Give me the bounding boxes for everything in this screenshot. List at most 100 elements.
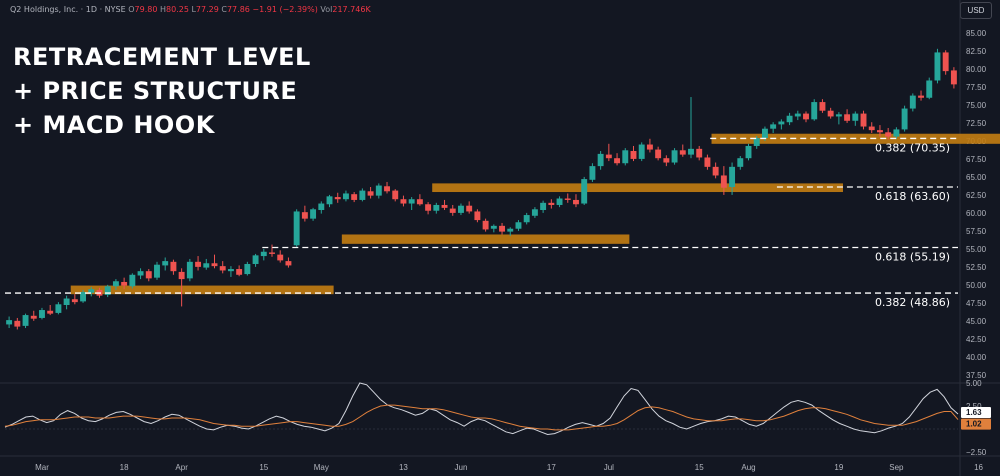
price-tick-label: 65.00 — [966, 173, 987, 182]
price-tick-label: 77.50 — [966, 83, 987, 92]
candle-up — [252, 255, 259, 264]
candle-up — [523, 215, 530, 223]
candle-down — [844, 114, 851, 121]
candle-up — [540, 202, 547, 211]
candle-down — [704, 157, 711, 167]
candle-down — [696, 148, 703, 158]
candle-down — [392, 190, 399, 200]
candle-up — [129, 274, 136, 287]
candle-down — [269, 252, 275, 254]
candle-down — [30, 315, 37, 319]
candle-down — [605, 154, 612, 159]
exchange-label: NYSE — [104, 5, 126, 14]
support-zone — [432, 183, 843, 193]
high-value: 80.25 — [166, 5, 189, 14]
candle-down — [819, 102, 826, 111]
candle-up — [507, 228, 514, 232]
time-tick-label: 17 — [547, 463, 556, 472]
time-tick-label: 16 — [974, 463, 983, 472]
candle-down — [14, 320, 21, 327]
candle-down — [564, 198, 571, 200]
candle-up — [326, 196, 333, 205]
candle-down — [219, 266, 226, 271]
candle-down — [950, 70, 957, 85]
signal-line — [4, 404, 959, 431]
price-tick-label: 67.50 — [966, 155, 987, 164]
candle-down — [663, 158, 670, 163]
candle-down — [868, 126, 875, 131]
candle-down — [466, 205, 473, 212]
candle-up — [852, 113, 859, 121]
price-tick-label: 85.00 — [966, 29, 987, 38]
candle-down — [720, 175, 727, 188]
candle-up — [88, 289, 95, 293]
candle-up — [761, 128, 768, 139]
volume-value: 217.746K — [332, 5, 371, 14]
macd-line — [4, 382, 959, 436]
candle-up — [737, 158, 744, 167]
caption: RETRACEMENT LEVEL + PRICE STRUCTURE + MA… — [13, 40, 311, 142]
price-tick-label: 60.00 — [966, 209, 987, 218]
candle-down — [425, 204, 432, 211]
price-tick-label: 37.50 — [966, 371, 987, 380]
candle-up — [293, 211, 300, 246]
candle-up — [162, 261, 169, 266]
interval-label[interactable]: 1D — [85, 5, 98, 14]
candle-down — [573, 199, 579, 205]
candle-down — [334, 197, 341, 200]
time-tick-label: 15 — [259, 463, 268, 472]
candle-up — [227, 269, 234, 272]
time-tick-label: Mar — [35, 463, 49, 472]
close-value: 77.86 — [226, 5, 250, 14]
candle-up — [671, 150, 678, 163]
price-tick-label: 75.00 — [966, 101, 987, 110]
time-tick-label: Jul — [604, 463, 614, 472]
candle-up — [770, 124, 777, 129]
candle-up — [203, 263, 210, 268]
candle-down — [121, 281, 128, 286]
candle-up — [63, 298, 70, 306]
candle-up — [589, 166, 596, 180]
candle-down — [827, 110, 834, 117]
candle-up — [342, 193, 349, 200]
time-tick-label: Apr — [175, 463, 188, 472]
candle-up — [794, 113, 801, 117]
close-label: C — [221, 5, 227, 14]
candle-down — [876, 130, 883, 133]
candle-up — [556, 198, 563, 205]
candle-up — [154, 264, 160, 278]
candle-up — [893, 129, 900, 137]
time-tick-label: 18 — [120, 463, 129, 472]
price-tick-label: 50.00 — [966, 281, 987, 290]
candle-up — [753, 138, 760, 146]
candle-down — [416, 199, 423, 205]
candle-down — [351, 194, 358, 200]
candle-up — [458, 205, 464, 213]
price-tick-label: 40.00 — [966, 353, 987, 362]
candle-down — [885, 132, 892, 137]
candle-up — [811, 102, 818, 120]
candle-up — [318, 203, 325, 211]
candle-down — [548, 202, 555, 205]
candle-down — [803, 113, 809, 120]
low-label: L — [191, 5, 196, 14]
candle-down — [170, 261, 177, 272]
candle-down — [614, 158, 621, 164]
candle-up — [934, 52, 941, 81]
candle-down — [367, 191, 374, 196]
candle-up — [375, 185, 382, 196]
candle-up — [80, 292, 87, 302]
candle-up — [433, 204, 440, 211]
candle-up — [729, 166, 736, 187]
candle-up — [622, 150, 629, 164]
candle-down — [918, 95, 924, 98]
price-tick-label: 55.00 — [966, 245, 987, 254]
candle-up — [112, 281, 119, 287]
candle-down — [449, 208, 456, 213]
candle-down — [499, 225, 505, 232]
candle-up — [137, 271, 144, 276]
change-value: −1.91 (−2.39%) — [252, 5, 318, 14]
candle-up — [104, 286, 111, 295]
candle-up — [901, 108, 908, 130]
